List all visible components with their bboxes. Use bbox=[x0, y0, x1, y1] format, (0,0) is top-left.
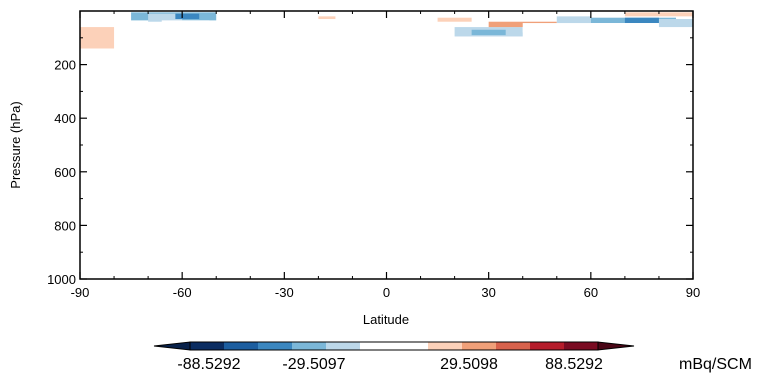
colorbar-segment bbox=[326, 342, 361, 350]
x-tick-label: 0 bbox=[383, 285, 390, 300]
heatmap-cell-26 bbox=[573, 13, 625, 20]
colorbar-label: -29.5097 bbox=[282, 356, 345, 373]
colorbar-segment bbox=[496, 342, 531, 350]
heatmap-cell-20 bbox=[437, 17, 472, 22]
y-tick-label: 600 bbox=[54, 165, 76, 180]
heatmap-cell-11 bbox=[233, 53, 285, 65]
colorbar-label: -88.5292 bbox=[177, 356, 240, 373]
colorbar-segment bbox=[428, 342, 463, 350]
heatmap-cell-1 bbox=[86, 48, 115, 65]
x-tick-label: 30 bbox=[481, 285, 495, 300]
heatmap-cell-13 bbox=[284, 13, 319, 18]
colorbar-segment bbox=[462, 342, 497, 350]
heatmap-cell-31 bbox=[624, 12, 693, 17]
colorbar-segment bbox=[258, 342, 293, 350]
heatmap-cell-15 bbox=[301, 19, 353, 26]
colorbar-segment bbox=[394, 342, 429, 350]
x-axis: -90 -60 -30 0 30 60 90 bbox=[71, 11, 700, 300]
x-tick-label: -90 bbox=[71, 285, 90, 300]
heatmap-cell-23 bbox=[471, 29, 506, 36]
heatmap-cell-0 bbox=[80, 27, 115, 49]
colorbar-segment bbox=[360, 342, 395, 350]
x-tick-label: 60 bbox=[584, 285, 598, 300]
x-axis-label: Latitude bbox=[363, 312, 409, 327]
colorbar-units: mBq/SCM bbox=[679, 356, 752, 373]
colorbar-min-arrow bbox=[153, 341, 191, 351]
colorbar-segment bbox=[292, 342, 327, 350]
heatmap-cell-21 bbox=[454, 23, 489, 28]
heatmap-cell-18 bbox=[403, 27, 489, 33]
x-tick-label: 90 bbox=[686, 285, 700, 300]
y-tick-label: 200 bbox=[54, 58, 76, 73]
heatmap-cell-16 bbox=[352, 24, 387, 30]
heatmap-cell-8 bbox=[161, 20, 210, 25]
heatmap-cell-30 bbox=[590, 23, 693, 30]
heatmap-cell-10 bbox=[199, 37, 285, 54]
colorbar-max-arrow bbox=[597, 341, 635, 351]
heatmap-cell-27 bbox=[556, 16, 591, 24]
x-tick-label: -30 bbox=[275, 285, 294, 300]
heatmap-cell-33 bbox=[658, 19, 693, 28]
y-axis: 200 400 600 800 1000 bbox=[47, 37, 693, 287]
heatmap-cell-7 bbox=[175, 13, 200, 20]
colorbar-frame bbox=[189, 341, 599, 351]
heatmap-cell-12 bbox=[250, 12, 268, 16]
y-axis-label: Pressure (hPa) bbox=[8, 101, 23, 188]
colorbar-labels: -88.5292 -29.5097 29.5098 88.5292 bbox=[177, 356, 603, 373]
y-tick-label: 800 bbox=[54, 218, 76, 233]
colorbar-label: 29.5098 bbox=[440, 356, 498, 373]
heatmap-cell-2 bbox=[86, 64, 115, 73]
heatmap-cell-4 bbox=[97, 15, 149, 18]
colorbar-label: 88.5292 bbox=[545, 356, 603, 373]
heatmap-cell-25 bbox=[522, 23, 574, 33]
colorbar-segment bbox=[190, 342, 225, 350]
heatmap-cells bbox=[80, 12, 693, 73]
colorbar bbox=[153, 341, 635, 351]
heatmap-cell-6 bbox=[148, 13, 183, 22]
heatmap-cell-32 bbox=[590, 12, 625, 16]
heatmap-cell-19 bbox=[420, 32, 455, 38]
x-tick-label: -60 bbox=[173, 285, 192, 300]
heatmap-cell-17 bbox=[284, 25, 319, 32]
colorbar-segment bbox=[224, 342, 259, 350]
plot-area bbox=[79, 10, 694, 280]
y-tick-label: 1000 bbox=[47, 272, 76, 287]
heatmap-cell-9 bbox=[209, 21, 251, 26]
colorbar-segment bbox=[564, 342, 599, 350]
y-tick-label: 400 bbox=[54, 111, 76, 126]
heatmap-cell-29 bbox=[624, 17, 659, 24]
colorbar-segment bbox=[530, 342, 565, 350]
